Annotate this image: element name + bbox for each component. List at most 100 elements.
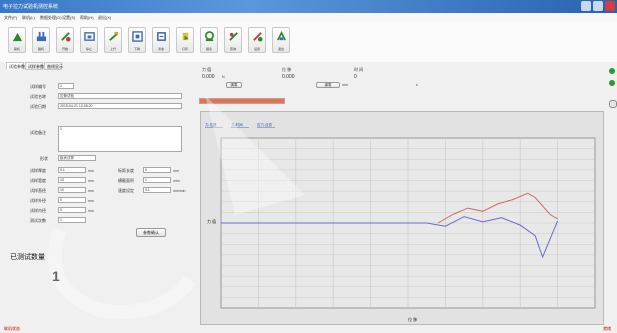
toolbar-label: 清零 <box>157 47 164 51</box>
remark-textarea[interactable]: 1 <box>58 126 182 152</box>
series-line-1 <box>437 192 558 224</box>
force-zero-button[interactable]: 清零 <box>226 82 242 88</box>
settings-icon <box>253 32 263 42</box>
displacement-zero-button[interactable]: 清零 <box>316 82 340 88</box>
test-name-input[interactable]: 拉伸试验 <box>58 93 182 99</box>
toolbar-label: 联机 <box>13 47 20 51</box>
test-date-label: 试验日期 <box>30 104 46 109</box>
time-label: 时 间 <box>354 67 364 72</box>
time-value: 0 <box>354 74 357 80</box>
remark-label: 试验备注 <box>30 130 46 135</box>
close-icon[interactable] <box>605 1 615 11</box>
test-date-input[interactable]: 2015-04-21 10:35:20 <box>58 103 182 109</box>
toolbar-connect-button[interactable]: 联机 <box>8 27 26 53</box>
thickness-input[interactable]: 0.1 <box>58 167 86 173</box>
curve-chart: 力-位移 力-时间 应力-应变力 值位 移 <box>200 111 604 325</box>
toolbar-label: 停止 <box>85 47 92 51</box>
toolbar-disconnect-button[interactable]: 脱机 <box>32 27 50 53</box>
series-line-0 <box>221 216 559 259</box>
right-green-icon[interactable] <box>609 68 615 74</box>
toolbar-label: 脱机 <box>37 47 44 51</box>
progress-bar <box>199 98 285 104</box>
outer-diameter-label: 试样外径 <box>30 198 46 203</box>
width-input[interactable]: 10 <box>58 177 86 183</box>
zero-icon <box>157 32 166 41</box>
tab-sample-params[interactable]: 试样参数 <box>25 62 44 70</box>
toolbar-down-button[interactable]: 下降 <box>128 27 146 53</box>
speed-input[interactable]: 0.1 <box>143 187 171 193</box>
gauge-length-label: 标距长度 <box>118 168 134 173</box>
toolbar-print-button[interactable]: 打印 <box>176 27 194 53</box>
inner-diameter-label: 试样内径 <box>30 208 46 213</box>
menu-item-connect[interactable]: 联机(L) <box>22 15 35 20</box>
toolbar-query-button[interactable]: 查询 <box>224 27 242 53</box>
test-count-label: 测试次数 <box>30 218 46 223</box>
sample-no-label: 试样编号 <box>30 84 46 89</box>
zoom-icon[interactable] <box>609 100 617 108</box>
toolbar-zero-button[interactable]: 清零 <box>152 27 170 53</box>
toolbar-exit-button[interactable]: 退出 <box>272 27 290 53</box>
apply-params-button[interactable]: 参数确认 <box>136 228 166 237</box>
menu-item-file[interactable]: 文件(F) <box>4 15 18 20</box>
width-unit: mm <box>88 179 94 183</box>
shape-select[interactable]: 板状试样 <box>58 155 96 161</box>
diameter-unit: mm <box>88 189 94 193</box>
inner-diameter-unit: mm <box>88 209 94 213</box>
outer-diameter-unit: mm <box>88 199 94 203</box>
minimize-icon[interactable] <box>581 1 591 11</box>
area-input[interactable]: 1 <box>143 177 171 183</box>
menu-item-data[interactable]: 数据处理(D) <box>40 15 62 20</box>
inner-diameter-input[interactable]: 0 <box>58 207 86 213</box>
displacement-label: 位 移 <box>282 67 292 72</box>
y-axis-label: 力 值 <box>207 218 216 224</box>
menu-item-settings[interactable]: 设置(S) <box>62 15 76 20</box>
legend-item: 应力-应变 <box>257 122 273 127</box>
toolbar-label: 设置 <box>253 47 260 51</box>
tested-count-label: 已测试数量 <box>10 254 45 261</box>
connect-icon <box>12 32 23 42</box>
toolbar-label: 开始 <box>61 47 68 51</box>
menu-item-exit[interactable]: 退出(X) <box>98 15 112 20</box>
tab-test-params[interactable]: 试验参数 <box>6 62 25 70</box>
toolbar-label: 退出 <box>277 47 284 51</box>
legend-item: 力-位移 <box>205 122 217 127</box>
status-left: 联机状态 <box>4 326 20 331</box>
width-label: 试样宽度 <box>30 178 46 183</box>
status-right: 就绪 <box>603 326 611 331</box>
area-unit: mm² <box>173 179 180 183</box>
displacement-value: 0.000 <box>282 74 295 80</box>
start-icon <box>61 32 71 42</box>
toolbar-label: 报表 <box>205 47 212 51</box>
speed-label: 速度设定 <box>118 188 134 193</box>
progress-fill <box>200 99 284 103</box>
force-label: 力 值 <box>202 67 212 72</box>
toolbar-up-button[interactable]: 上升 <box>104 27 122 53</box>
gauge-length-unit: mm <box>173 169 179 173</box>
right-green-icon-2[interactable] <box>609 80 615 86</box>
toolbar-label: 下降 <box>133 47 140 51</box>
tested-count-value: 1 <box>52 268 60 284</box>
toolbar-start-button[interactable]: 开始 <box>56 27 74 53</box>
toolbar-settings-button[interactable]: 设置 <box>248 27 266 53</box>
shape-label: 形状 <box>40 156 48 161</box>
outer-diameter-input[interactable]: 0 <box>58 197 86 203</box>
toolbar-label: 上升 <box>109 47 116 51</box>
toolbar-stop-button[interactable]: 停止 <box>80 27 98 53</box>
sample-no-input[interactable]: 1 <box>58 83 74 89</box>
diameter-input[interactable]: 10 <box>58 187 86 193</box>
title-bar: 电子拉力试验机测控系统 <box>0 0 617 13</box>
tab-curve[interactable]: 曲线显示 <box>44 62 63 70</box>
menu-item-help[interactable]: 帮助(H) <box>80 15 94 20</box>
maximize-icon[interactable] <box>593 1 603 11</box>
toolbar-report-button[interactable]: 报表 <box>200 27 218 53</box>
disconnect-icon <box>36 31 47 42</box>
legend-item: 力-时间 <box>231 122 243 127</box>
time-unit: s <box>416 83 418 87</box>
gauge-length-input[interactable]: 0 <box>143 167 171 173</box>
up-icon <box>109 31 119 41</box>
thickness-unit: mm <box>88 169 94 173</box>
test-count-input[interactable]: 1 <box>58 217 86 223</box>
parameter-panel: 试样编号 1 试验名称 拉伸试验 试验日期 2015-04-21 10:35:2… <box>0 72 196 322</box>
force-unit: N <box>222 75 225 79</box>
curve-chart-svg: 力-位移 力-时间 应力-应变力 值位 移 <box>205 122 596 322</box>
